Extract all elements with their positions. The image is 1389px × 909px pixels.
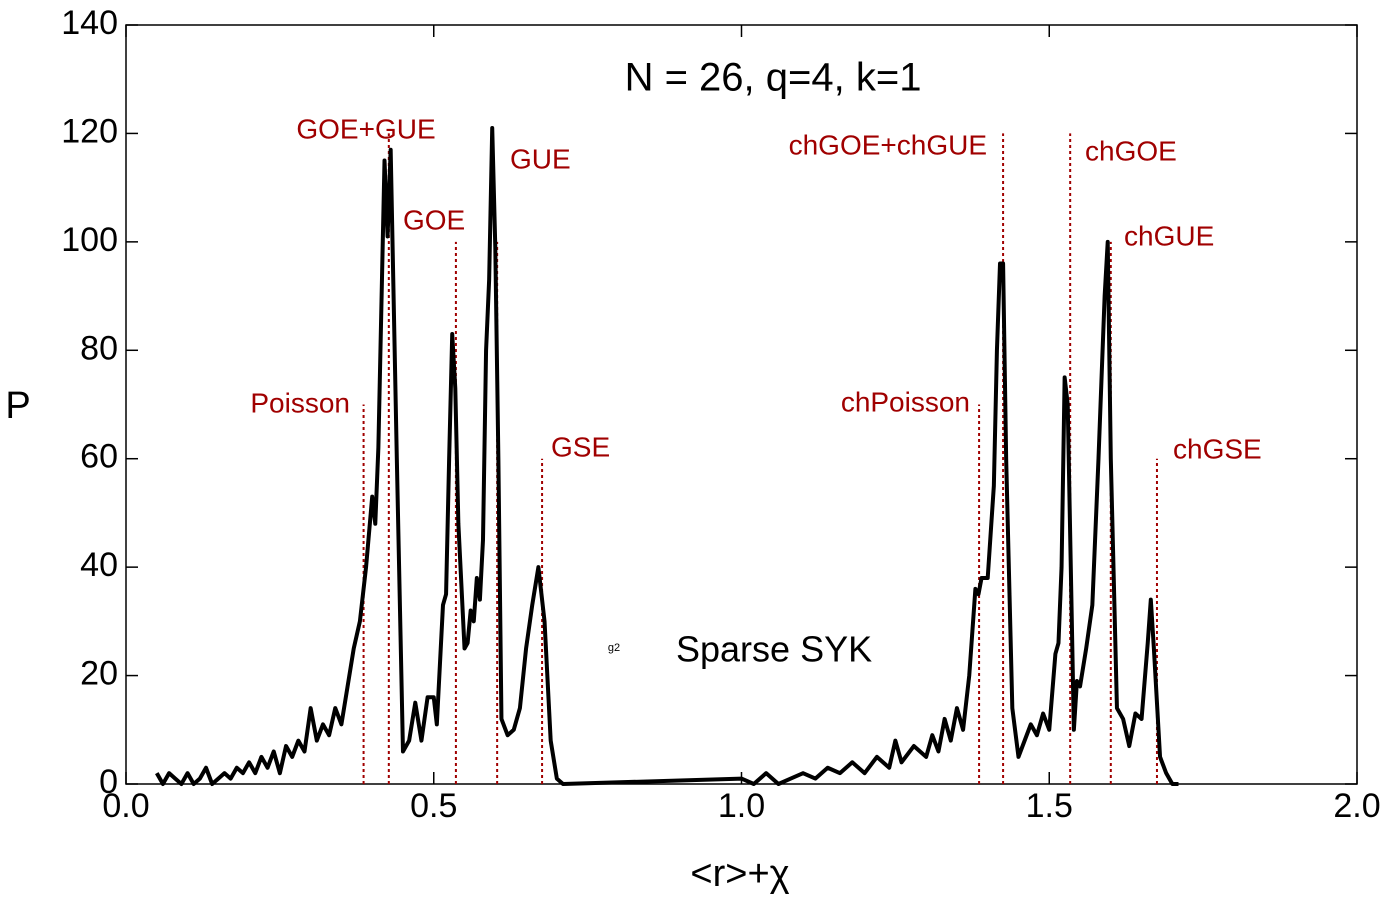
reference-label: GUE [510, 143, 571, 174]
legend-symbol: g2 [608, 642, 620, 654]
y-axis-label: P [5, 385, 30, 427]
reference-label: chGUE [1124, 220, 1214, 251]
x-tick-label: 0.0 [102, 787, 149, 825]
y-tick-label: 20 [80, 655, 118, 693]
y-tick-label: 40 [80, 546, 118, 584]
reference-label: chGSE [1173, 433, 1262, 464]
y-tick-label: 60 [80, 438, 118, 476]
reference-label: chGOE [1085, 135, 1177, 166]
reference-label: GOE+GUE [296, 113, 435, 144]
y-tick-label: 140 [61, 4, 118, 42]
x-tick-label: 1.0 [718, 787, 765, 825]
legend-label: Sparse SYK [676, 629, 872, 670]
x-tick-label: 1.5 [1026, 787, 1073, 825]
reference-label: chPoisson [841, 386, 970, 417]
data-line [155, 126, 1179, 786]
reference-label: chGOE+chGUE [789, 129, 987, 160]
y-tick-label: 120 [61, 112, 118, 150]
y-tick-label: 100 [61, 221, 118, 259]
x-tick-label: 2.0 [1333, 787, 1380, 825]
x-axis-label: <r>+χ [690, 853, 789, 895]
y-tick-label: 0 [99, 763, 118, 801]
reference-label: Poisson [250, 387, 350, 418]
chart-title: N = 26, q=4, k=1 [625, 56, 922, 100]
y-tick-label: 80 [80, 329, 118, 367]
reference-label: GSE [551, 431, 610, 462]
reference-label: GOE [403, 204, 465, 235]
x-tick-label: 0.5 [410, 787, 457, 825]
